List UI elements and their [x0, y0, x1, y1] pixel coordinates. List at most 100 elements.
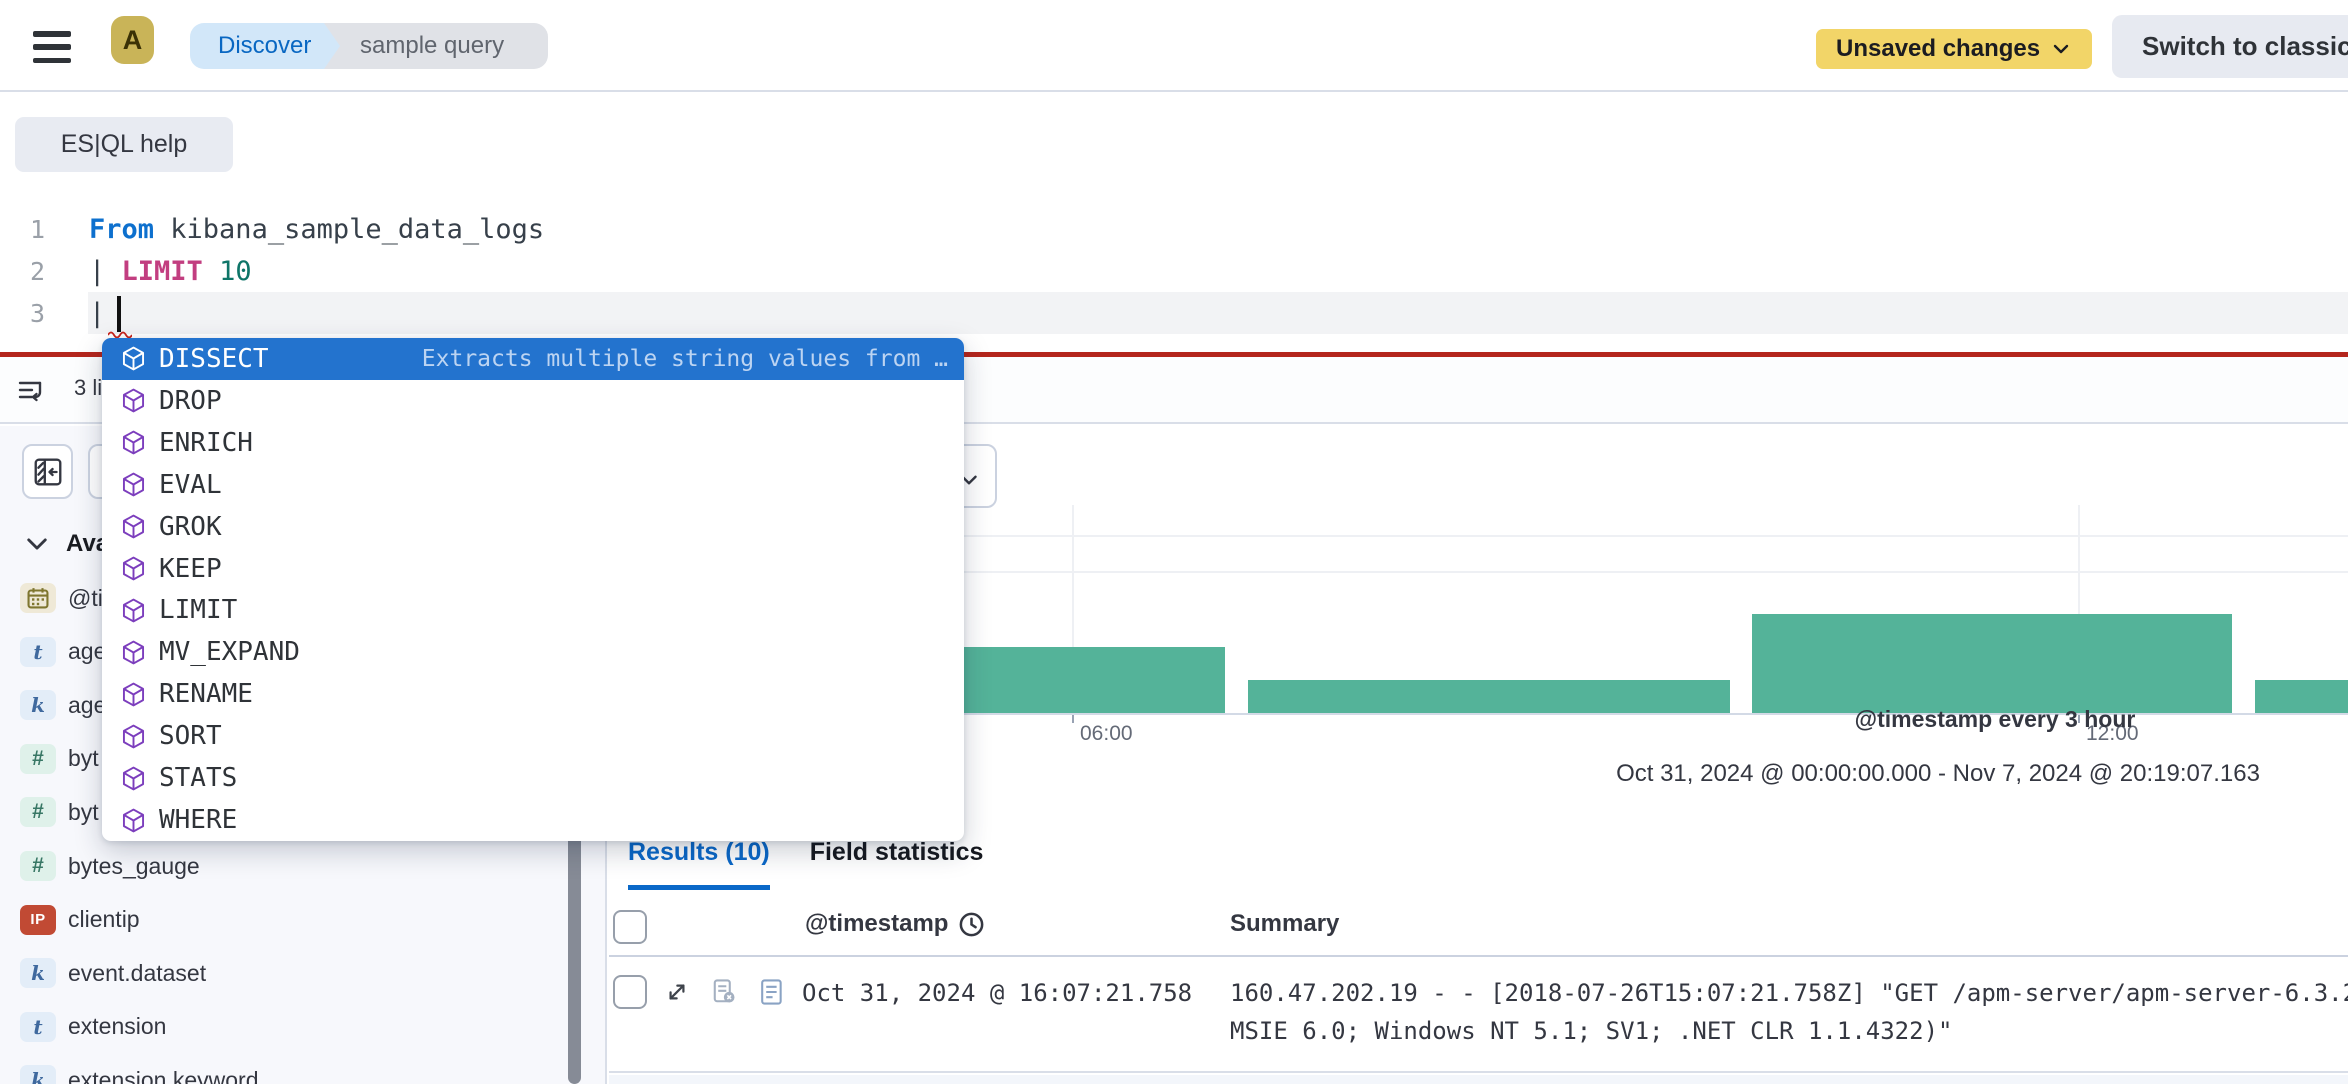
cube-icon: [120, 555, 147, 582]
text-field-icon: t: [20, 636, 56, 667]
breadcrumb-app[interactable]: Discover: [190, 23, 340, 69]
autocomplete-item-label: SORT: [159, 721, 222, 752]
field-list-item[interactable]: k event.dataset: [20, 953, 206, 993]
line-number: 2: [29, 256, 45, 286]
text-cursor: [117, 296, 121, 332]
field-name: byt: [68, 798, 99, 825]
autocomplete-item[interactable]: MV_EXPAND: [102, 631, 964, 673]
field-list-item[interactable]: k age: [20, 685, 106, 725]
cube-icon: [120, 387, 147, 414]
expand-row-icon[interactable]: [663, 978, 691, 1006]
field-list-item[interactable]: IP clientip: [20, 900, 140, 940]
autocomplete-item-description: Extracts multiple string values from …: [421, 345, 948, 372]
cube-icon: [120, 639, 147, 666]
select-all-checkbox[interactable]: [613, 910, 647, 944]
histogram-bar[interactable]: [2255, 680, 2348, 713]
axis-tick-label: 06:00: [1080, 722, 1133, 745]
cube-icon: [120, 345, 147, 372]
autocomplete-item[interactable]: DISSECT Extracts multiple string values f…: [102, 338, 964, 380]
autocomplete-item-label: STATS: [159, 763, 238, 794]
cube-icon: [120, 471, 147, 498]
autocomplete-item[interactable]: SORT: [102, 715, 964, 757]
editor-error-divider: [0, 352, 2348, 357]
tab-results[interactable]: Results (10): [628, 838, 770, 890]
menu-icon[interactable]: [33, 31, 71, 63]
tab-field-statistics[interactable]: Field statistics: [809, 838, 984, 866]
wrap-lines-icon[interactable]: [14, 373, 48, 407]
histogram-bar[interactable]: [1248, 680, 1730, 713]
axis-tick-label: 12:00: [2086, 722, 2139, 745]
autocomplete-item-label: GROK: [159, 511, 222, 542]
autocomplete-item-label: ENRICH: [159, 427, 253, 458]
gridline: [609, 535, 2348, 537]
histogram-bar[interactable]: [1752, 614, 2232, 713]
switch-to-classic-button[interactable]: Switch to classic: [2112, 15, 2348, 78]
autocomplete-item[interactable]: KEEP: [102, 548, 964, 590]
field-name: extension keyword: [68, 1066, 259, 1084]
field-list-item[interactable]: k extension keyword: [20, 1060, 259, 1084]
doc-view-icon[interactable]: [757, 977, 787, 1007]
autocomplete-item[interactable]: RENAME: [102, 673, 964, 715]
histogram-bar[interactable]: [930, 647, 1225, 713]
degraded-doc-icon: [713, 979, 735, 1003]
autocomplete-item-label: WHERE: [159, 805, 238, 836]
field-list-item[interactable]: t age: [20, 632, 106, 672]
editor-line[interactable]: 2 | LIMIT 10: [0, 250, 2348, 292]
table-row[interactable]: Oct 31, 2024 @ 16:07:21.758 160.47.202.1…: [609, 957, 2348, 1073]
field-name: byt: [68, 745, 99, 772]
autocomplete-item-label: MV_EXPAND: [159, 637, 300, 668]
esql-editor[interactable]: 1 From kibana_sample_data_logs 2 | LIMIT 10…: [0, 208, 2348, 334]
autocomplete-item-label: RENAME: [159, 679, 253, 710]
autocomplete-item-label: EVAL: [159, 469, 222, 500]
field-list-item[interactable]: # bytes_gauge: [20, 846, 200, 886]
autocomplete-item[interactable]: LIMIT: [102, 590, 964, 632]
row-timestamp: Oct 31, 2024 @ 16:07:21.758: [802, 979, 1193, 1007]
autocomplete-item[interactable]: EVAL: [102, 464, 964, 506]
line-number: 1: [29, 214, 45, 244]
space-avatar[interactable]: A: [111, 16, 154, 64]
field-list-item[interactable]: t extension: [20, 1007, 166, 1047]
results-tabs: Results (10) Field statistics: [628, 838, 983, 890]
chart-title: @timestamp every 3 hour: [1854, 706, 2136, 732]
column-header-timestamp[interactable]: @timestamp: [805, 910, 985, 938]
editor-line[interactable]: 1 From kibana_sample_data_logs: [0, 208, 2348, 250]
column-header-summary[interactable]: Summary: [1230, 910, 1340, 937]
breadcrumb-page: sample query: [300, 23, 548, 69]
gridline: [609, 571, 2348, 573]
autocomplete-dropdown: DISSECT Extracts multiple string values f…: [102, 338, 964, 841]
field-list-item[interactable]: # byt: [20, 792, 99, 832]
line-number: 3: [29, 298, 45, 328]
table-header: @timestamp Summary: [609, 900, 2348, 957]
collapse-sidebar-button[interactable]: [22, 444, 73, 499]
row-checkbox[interactable]: [613, 975, 647, 1009]
histogram-chart[interactable]: 06:00 12:00: [609, 500, 2348, 745]
autocomplete-item[interactable]: WHERE: [102, 799, 964, 841]
unsaved-changes-badge[interactable]: Unsaved changes: [1816, 29, 2093, 69]
autocomplete-item[interactable]: GROK: [102, 506, 964, 548]
cube-icon: [120, 723, 147, 750]
field-list-item[interactable]: @ti: [20, 578, 103, 618]
editor-line[interactable]: 3 |: [0, 292, 2348, 334]
field-name: extension: [68, 1013, 167, 1040]
axis-tick: [1072, 715, 1074, 723]
field-list-item[interactable]: # byt: [20, 739, 99, 779]
text-field-icon: t: [20, 1011, 56, 1042]
next-row-strip: [609, 1075, 2348, 1084]
field-name: age: [68, 691, 107, 718]
field-name: clientip: [68, 906, 140, 933]
row-summary-line2: MSIE 6.0; Windows NT 5.1; SV1; .NET CLR …: [1230, 1017, 1953, 1045]
autocomplete-item[interactable]: STATS: [102, 757, 964, 799]
cube-icon: [120, 429, 147, 456]
esql-help-button[interactable]: ES|QL help: [15, 117, 233, 172]
keyword-field-icon: k: [20, 958, 56, 989]
error-squiggle: [108, 331, 132, 338]
autocomplete-item-label: KEEP: [159, 553, 222, 584]
number-field-icon: #: [20, 743, 56, 774]
field-name: bytes_gauge: [68, 852, 200, 879]
autocomplete-item[interactable]: ENRICH: [102, 422, 964, 464]
header-bar: A sample query Discover Unsaved changes …: [0, 0, 2348, 92]
cube-icon: [120, 765, 147, 792]
autocomplete-item[interactable]: DROP: [102, 380, 964, 422]
chevron-down-icon[interactable]: [24, 531, 50, 557]
